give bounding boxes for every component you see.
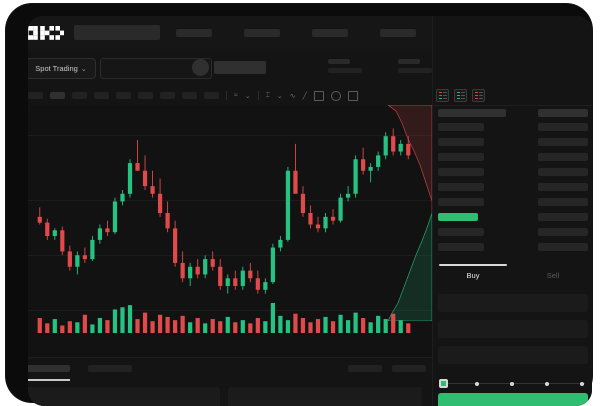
order-amount-field[interactable] (438, 320, 588, 338)
orderbook-view-asks-icon[interactable] (472, 89, 485, 102)
active-tab-underline (28, 379, 70, 381)
interval-8[interactable] (204, 92, 219, 99)
depth-overlay (388, 105, 432, 321)
orderbook-view-both-icon[interactable] (436, 89, 449, 102)
interval-dropdown-icon[interactable]: ⌄ (244, 92, 251, 100)
chevron-down-icon: ⌄ (80, 65, 87, 73)
interval-4[interactable] (116, 92, 131, 99)
stat-24h-change (398, 59, 432, 73)
bottom-tab-order-history[interactable] (88, 365, 132, 372)
nav-item-2[interactable] (244, 29, 280, 37)
order-total-field[interactable] (438, 346, 588, 364)
orders-panel-actions (348, 365, 426, 372)
order-book-list[interactable] (433, 107, 592, 262)
orderbook-bid-size[interactable] (538, 243, 588, 251)
orderbook-bid-size[interactable] (538, 228, 588, 236)
settings-gear-icon[interactable] (330, 90, 341, 101)
orderbook-ask-row[interactable] (438, 153, 484, 161)
interval-5[interactable] (138, 92, 153, 99)
orderbook-ask-size[interactable] (538, 183, 588, 191)
gridline (28, 135, 432, 136)
interval-1-active[interactable] (50, 92, 65, 99)
toolbar-divider (226, 91, 227, 100)
okx-logo-icon (28, 26, 65, 40)
interval-6[interactable] (160, 92, 175, 99)
spot-trading-dropdown[interactable]: Spot Trading ⌄ (28, 58, 96, 79)
candlestick-series (37, 128, 411, 294)
orderbook-ask-size[interactable] (538, 198, 588, 206)
orderbook-header-right (538, 109, 588, 117)
spot-trading-label: Spot Trading (35, 64, 78, 73)
orderbook-bid-row[interactable] (438, 243, 484, 251)
bottom-card-left[interactable] (28, 387, 220, 406)
interval-0[interactable] (28, 92, 43, 99)
order-form-tabs: Buy Sell (433, 264, 592, 286)
device-bezel: Spot Trading ⌄ ⌄ (6, 4, 592, 406)
orderbook-bid-row[interactable] (438, 228, 484, 236)
orders-panel (28, 357, 432, 406)
bottom-card-right[interactable] (228, 387, 422, 406)
price-chart[interactable] (28, 105, 432, 357)
orderbook-ask-row[interactable] (438, 123, 484, 131)
orderbook-ask-row[interactable] (438, 183, 484, 191)
place-order-button[interactable] (438, 393, 588, 406)
chart-toolbar: ≈ ⌄ ⌶ ⌄ ∿ ╱ (28, 86, 432, 106)
trend-line-icon[interactable]: ∿ (289, 92, 296, 100)
slider-node-25[interactable] (475, 381, 479, 386)
gridline (28, 310, 432, 311)
buy-tab-underline (439, 264, 507, 266)
interval-2[interactable] (72, 92, 87, 99)
toolbar-divider (257, 91, 259, 100)
tab-sell[interactable]: Sell (546, 270, 560, 280)
orderbook-view-bids-icon[interactable] (454, 89, 467, 102)
orderbook-last-price-size (538, 213, 588, 221)
slider-track (443, 383, 585, 384)
slider-node-50[interactable] (510, 381, 514, 386)
nav-item-1[interactable] (176, 29, 212, 37)
slider-handle[interactable] (439, 379, 448, 388)
orderbook-view-toggles (433, 86, 592, 106)
indicators-icon[interactable]: ≈ (234, 92, 238, 99)
orderbook-ask-row[interactable] (438, 138, 484, 146)
pair-avatar (192, 59, 209, 76)
orderbook-ask-row[interactable] (438, 198, 484, 206)
orderbook-ask-size[interactable] (538, 153, 588, 161)
gridline (28, 200, 432, 201)
nav-item-4[interactable] (380, 29, 416, 37)
orderbook-last-price (438, 213, 478, 221)
orderbook-ask-size[interactable] (538, 123, 588, 131)
order-price-field[interactable] (438, 294, 588, 312)
snapshot-camera-icon[interactable] (313, 90, 324, 101)
measure-ruler-icon[interactable]: ╱ (302, 92, 307, 100)
amount-percent-slider[interactable] (439, 379, 587, 388)
chart-type-dropdown-icon[interactable]: ⌄ (276, 92, 283, 100)
orders-panel-cards (28, 387, 430, 406)
stat-last-price (328, 59, 362, 73)
interval-7[interactable] (182, 92, 197, 99)
interval-3[interactable] (94, 92, 109, 99)
volume-histogram (37, 303, 411, 333)
orderbook-ask-size[interactable] (538, 138, 588, 146)
nav-item-3[interactable] (312, 29, 348, 37)
orders-panel-tabs (28, 365, 132, 372)
bottom-action-1[interactable] (348, 365, 382, 372)
nav-search-input[interactable] (74, 25, 160, 40)
order-book-and-form-panel: Buy Sell (432, 16, 592, 406)
orderbook-header-left (438, 109, 506, 117)
tab-buy[interactable]: Buy (466, 270, 480, 280)
fullscreen-icon[interactable] (347, 90, 358, 101)
slider-node-100[interactable] (580, 381, 584, 386)
okx-logo[interactable] (28, 26, 65, 40)
chart-type-icon[interactable]: ⌶ (265, 91, 270, 99)
gridline (28, 255, 432, 256)
app-screen: Spot Trading ⌄ ⌄ (28, 16, 592, 406)
orderbook-ask-row[interactable] (438, 168, 484, 176)
pair-name (214, 61, 266, 74)
bottom-action-2[interactable] (392, 365, 426, 372)
bottom-tab-open-orders[interactable] (28, 365, 70, 372)
slider-node-75[interactable] (545, 381, 549, 386)
orderbook-ask-size[interactable] (538, 168, 588, 176)
